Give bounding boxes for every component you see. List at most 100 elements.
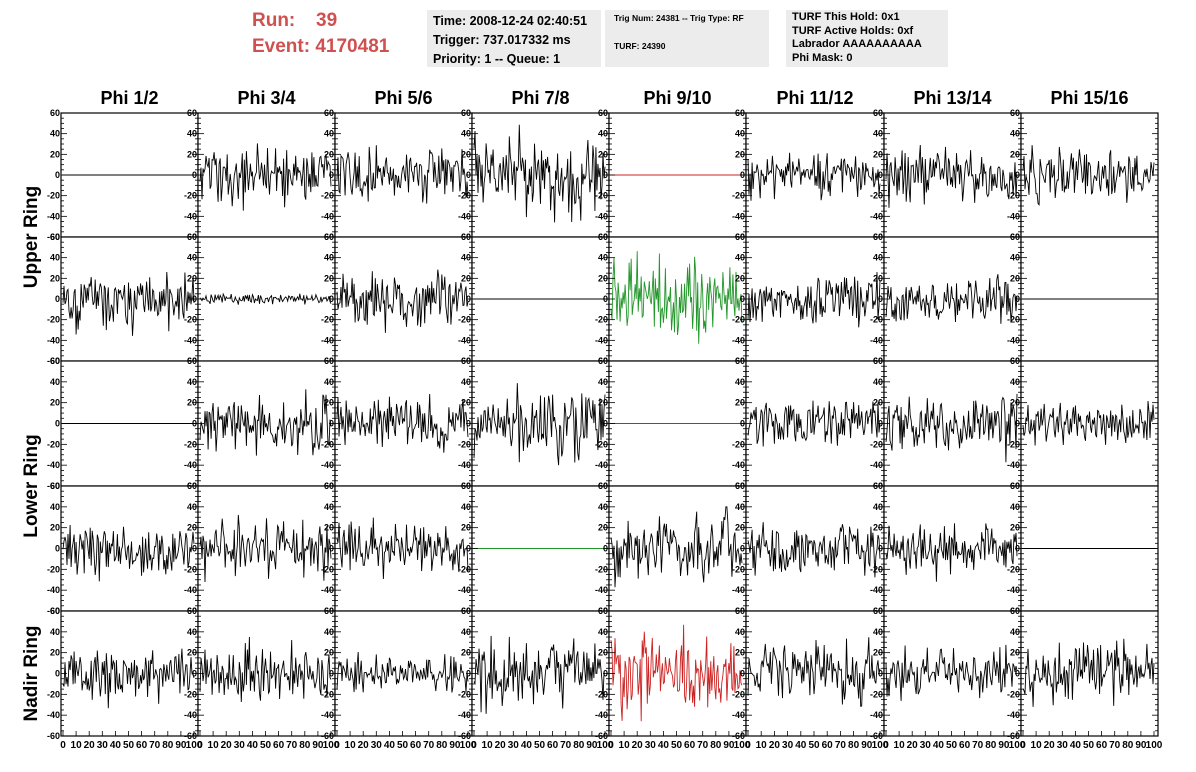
y-tick-label-r1c6--20: -20 — [732, 191, 745, 201]
y-tick-label-r2c6-0: 0 — [740, 294, 745, 304]
y-tick-label-r5c4-0: 0 — [466, 669, 471, 679]
x-tick-label-c2-0: 0 — [197, 740, 203, 751]
y-tick-label-r2c5-0: 0 — [603, 294, 608, 304]
x-tick-label-c5-90: 90 — [723, 740, 735, 751]
y-tick-label-r4c6-60: 60 — [735, 481, 745, 491]
x-tick-label-c2-100: 100 — [323, 740, 340, 751]
y-tick-label-r2c7--20: -20 — [870, 315, 883, 325]
trigger-text: Trigger: 737.017332 ms — [433, 33, 571, 47]
x-tick-label-c5-60: 60 — [684, 740, 696, 751]
y-tick-label-r5c5--60: -60 — [595, 731, 608, 741]
waveform-r4c5 — [610, 506, 743, 588]
column-title-3: Phi 5/6 — [374, 88, 432, 108]
x-tick-label-c5-100: 100 — [734, 740, 751, 751]
y-tick-label-r4c8-60: 60 — [1010, 481, 1020, 491]
x-tick-label-c8-0: 0 — [1020, 740, 1026, 751]
y-tick-label-r5c5-0: 0 — [603, 669, 608, 679]
y-tick-label-r4c6-0: 0 — [740, 544, 745, 554]
y-tick-label-r3c7--40: -40 — [870, 460, 883, 470]
x-tick-label-c4-40: 40 — [521, 740, 533, 751]
y-tick-label-r3c6-60: 60 — [735, 356, 745, 366]
waveform-r2c1 — [62, 271, 195, 336]
x-tick-label-c6-50: 50 — [808, 740, 820, 751]
waveform-r1c6 — [747, 152, 881, 201]
y-tick-label-r4c1--60: -60 — [47, 606, 60, 616]
y-tick-label-r2c4-0: 0 — [466, 294, 471, 304]
y-tick-label-r3c7-20: 20 — [873, 398, 883, 408]
y-tick-label-r1c5--20: -20 — [595, 191, 608, 201]
y-tick-label-r1c7-0: 0 — [878, 170, 883, 180]
y-tick-label-r4c2-60: 60 — [187, 481, 197, 491]
x-tick-label-c4-10: 10 — [482, 740, 494, 751]
y-tick-label-r1c1--20: -20 — [47, 191, 60, 201]
y-tick-label-r5c8--60: -60 — [1007, 731, 1020, 741]
x-tick-label-c7-50: 50 — [946, 740, 958, 751]
x-tick-label-c6-10: 10 — [756, 740, 768, 751]
event-label: Event: — [252, 36, 311, 57]
panel-frame-r2c3 — [334, 236, 473, 362]
y-tick-label-r5c4--20: -20 — [458, 689, 471, 699]
y-tick-label-r2c1--60: -60 — [47, 356, 60, 366]
x-tick-label-c1-20: 20 — [84, 740, 96, 751]
y-tick-label-r2c3-20: 20 — [324, 273, 334, 283]
y-tick-label-r3c3-0: 0 — [329, 419, 334, 429]
y-tick-label-r2c6-20: 20 — [735, 273, 745, 283]
x-tick-label-c2-80: 80 — [299, 740, 311, 751]
y-tick-label-r3c3--20: -20 — [321, 439, 334, 449]
waveform-r4c7 — [885, 523, 1018, 582]
time-text: Time: 2008-12-24 02:40:51 — [433, 14, 588, 28]
y-tick-label-r3c8-20: 20 — [1010, 398, 1020, 408]
y-tick-label-r5c4-20: 20 — [461, 648, 471, 658]
y-tick-label-r2c2-0: 0 — [192, 294, 197, 304]
y-tick-label-r2c7-40: 40 — [873, 253, 883, 263]
y-tick-label-r1c2-60: 60 — [187, 108, 197, 118]
y-tick-label-r2c6-60: 60 — [735, 232, 745, 242]
x-tick-label-c4-100: 100 — [597, 740, 614, 751]
x-tick-label-c1-10: 10 — [71, 740, 83, 751]
y-tick-label-r1c5--40: -40 — [595, 211, 608, 221]
waveform-r3c6 — [747, 400, 881, 447]
x-tick-label-c8-100: 100 — [1146, 740, 1163, 751]
y-tick-label-r5c3--40: -40 — [321, 710, 334, 720]
y-tick-label-r2c7-0: 0 — [878, 294, 883, 304]
y-tick-label-r1c1-0: 0 — [55, 170, 60, 180]
y-tick-label-r1c3-20: 20 — [324, 149, 334, 159]
y-tick-label-r4c3--20: -20 — [321, 564, 334, 574]
ring-label-1: Upper Ring — [21, 186, 42, 288]
y-tick-label-r2c3-60: 60 — [324, 232, 334, 242]
x-tick-label-c8-70: 70 — [1109, 740, 1121, 751]
trig-num-text: Trig Num: 24381 -- Trig Type: RF — [614, 13, 744, 23]
x-tick-label-c1-40: 40 — [110, 740, 122, 751]
y-tick-label-r5c7--60: -60 — [870, 731, 883, 741]
y-tick-label-r4c5--40: -40 — [595, 585, 608, 595]
y-tick-label-r5c2--20: -20 — [184, 689, 197, 699]
y-tick-label-r5c6-40: 40 — [735, 627, 745, 637]
y-tick-label-r5c8-40: 40 — [1010, 627, 1020, 637]
y-tick-label-r2c5-20: 20 — [598, 273, 608, 283]
y-tick-label-r1c8--40: -40 — [1007, 211, 1020, 221]
y-tick-label-r1c4-0: 0 — [466, 170, 471, 180]
y-tick-label-r4c8-20: 20 — [1010, 523, 1020, 533]
waveform-r2c2 — [199, 292, 332, 305]
x-tick-label-c5-20: 20 — [632, 740, 644, 751]
y-tick-label-r2c4--20: -20 — [458, 315, 471, 325]
y-tick-label-r4c4--40: -40 — [458, 585, 471, 595]
y-tick-label-r3c8--20: -20 — [1007, 439, 1020, 449]
y-tick-label-r3c7-60: 60 — [873, 356, 883, 366]
y-tick-label-r4c3--40: -40 — [321, 585, 334, 595]
y-tick-label-r1c6-0: 0 — [740, 170, 745, 180]
y-tick-label-r5c8--20: -20 — [1007, 689, 1020, 699]
y-tick-label-r3c6-40: 40 — [735, 377, 745, 387]
y-tick-label-r3c2--20: -20 — [184, 439, 197, 449]
x-tick-label-c7-70: 70 — [972, 740, 984, 751]
y-tick-label-r4c2-0: 0 — [192, 544, 197, 554]
y-tick-label-r3c5--20: -20 — [595, 439, 608, 449]
y-tick-label-r4c2-20: 20 — [187, 523, 197, 533]
y-tick-label-r3c6-0: 0 — [740, 419, 745, 429]
x-tick-label-c1-60: 60 — [136, 740, 148, 751]
y-tick-label-r1c8-60: 60 — [1010, 108, 1020, 118]
x-tick-label-c1-80: 80 — [162, 740, 174, 751]
y-tick-label-r2c3-0: 0 — [329, 294, 334, 304]
y-tick-label-r5c3--20: -20 — [321, 689, 334, 699]
y-tick-label-r3c8-40: 40 — [1010, 377, 1020, 387]
